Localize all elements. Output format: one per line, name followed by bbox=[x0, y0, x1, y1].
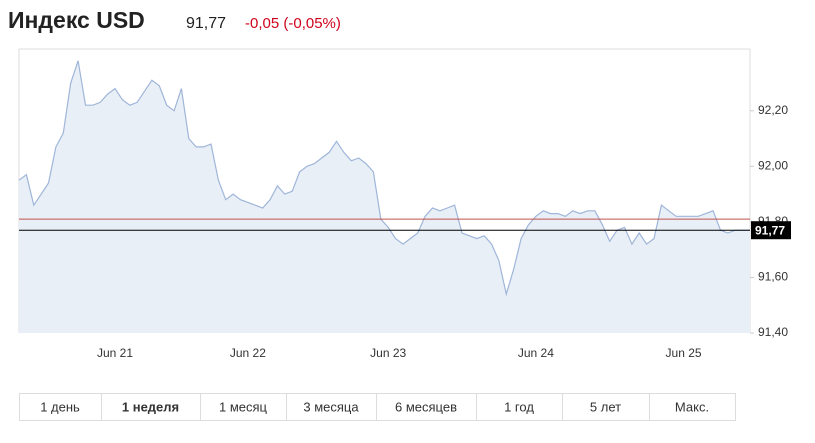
range-button-label[interactable]: 1 год bbox=[504, 399, 534, 414]
range-button[interactable] bbox=[649, 393, 736, 421]
range-button[interactable] bbox=[562, 393, 650, 421]
range-button[interactable] bbox=[376, 393, 477, 421]
range-button-label[interactable]: 3 месяца bbox=[303, 399, 359, 414]
range-button-label[interactable]: 1 месяц bbox=[219, 399, 268, 414]
x-tick-label: Jun 22 bbox=[230, 346, 266, 360]
range-button-label[interactable]: 1 неделя bbox=[122, 399, 179, 414]
area-fill bbox=[19, 60, 750, 334]
last-price-label: 91,77 bbox=[755, 223, 785, 237]
price-change: -0,05 (-0,05%) bbox=[245, 15, 341, 32]
y-tick-label: 91,60 bbox=[758, 270, 788, 284]
y-tick-label: 92,00 bbox=[758, 159, 788, 173]
x-tick-label: Jun 21 bbox=[97, 346, 133, 360]
y-tick-label: 92,20 bbox=[758, 103, 788, 117]
range-button[interactable] bbox=[286, 393, 377, 421]
price-line bbox=[18, 60, 750, 297]
last-price-box bbox=[751, 221, 791, 240]
range-button[interactable] bbox=[476, 393, 563, 421]
range-button-label[interactable]: Макс. bbox=[675, 399, 709, 414]
instrument-title: Индекс USD bbox=[8, 7, 145, 33]
range-button-label[interactable]: 5 лет bbox=[590, 399, 621, 414]
range-button-label[interactable]: 1 день bbox=[40, 399, 80, 414]
x-tick-label: Jun 24 bbox=[518, 346, 554, 360]
x-tick-label: Jun 25 bbox=[666, 346, 702, 360]
range-button-label[interactable]: 6 месяцев bbox=[395, 399, 457, 414]
price: 91,77 bbox=[186, 15, 226, 32]
range-button[interactable] bbox=[19, 393, 102, 421]
x-tick-label: Jun 23 bbox=[370, 346, 406, 360]
y-tick-label: 91,40 bbox=[758, 325, 788, 339]
range-button[interactable] bbox=[101, 393, 201, 421]
